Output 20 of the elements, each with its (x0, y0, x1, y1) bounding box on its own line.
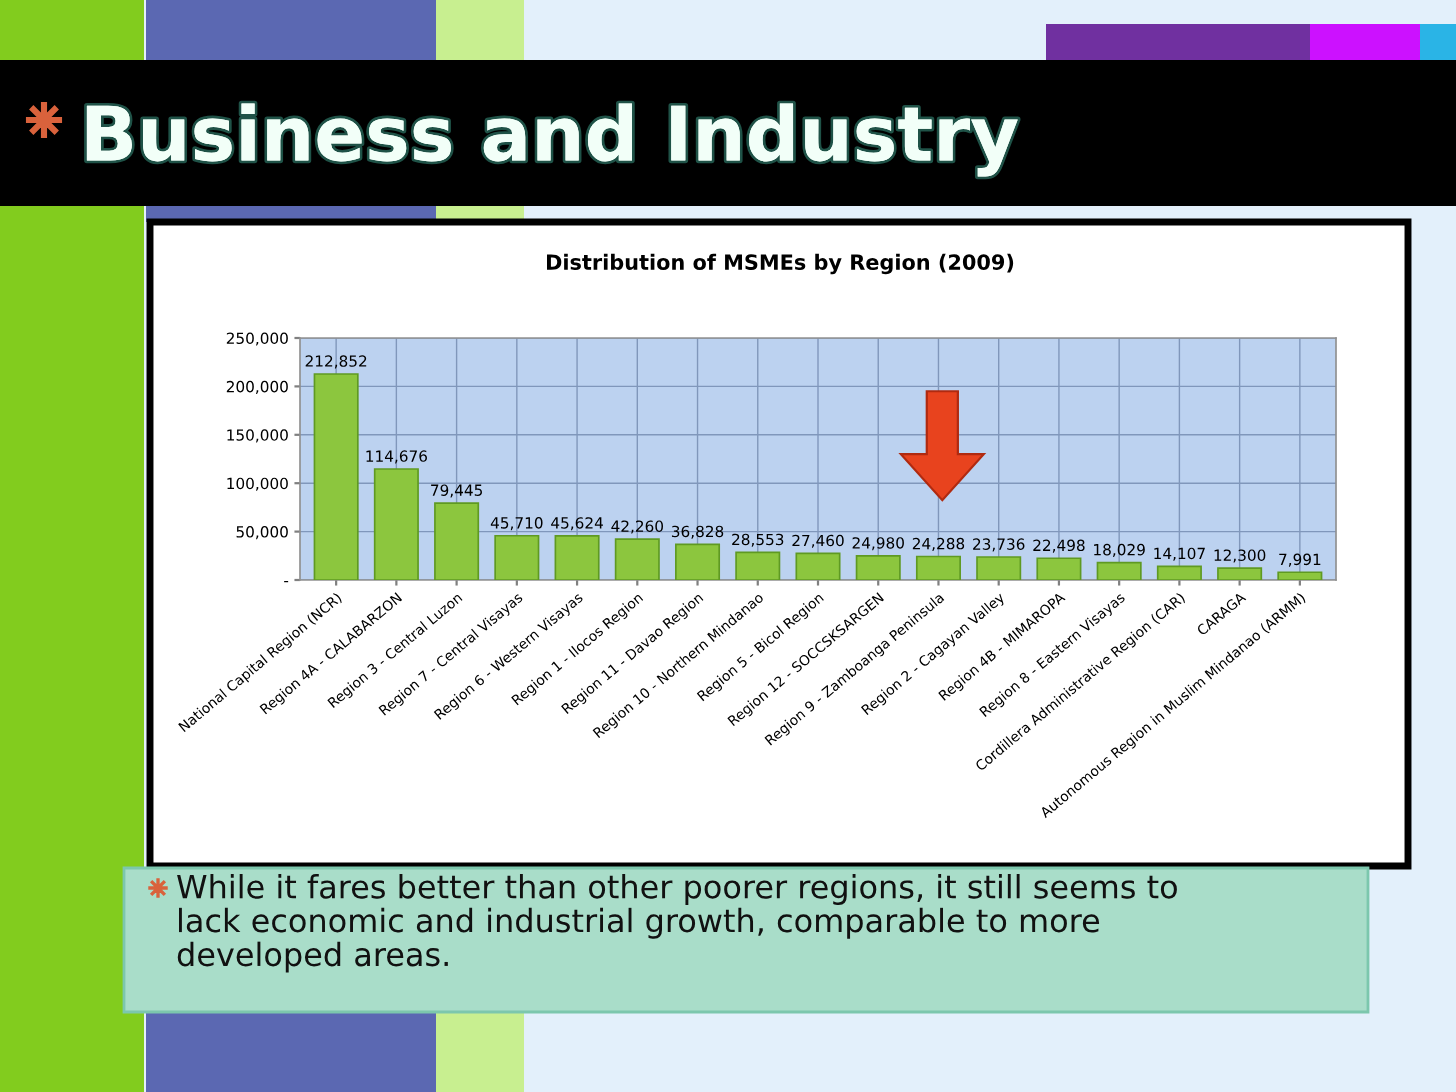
chart-subtitle: Distribution of MSMEs by Region (2009) (547, 253, 1014, 275)
bar (1036, 557, 1082, 580)
bar (976, 556, 1022, 580)
bar (1277, 571, 1323, 580)
bar (614, 538, 660, 580)
bar (855, 554, 901, 580)
bar (675, 543, 721, 580)
bar (735, 551, 781, 580)
bar (494, 534, 540, 580)
text: While it fares better than other poorer regions, it still seems to lack economic and industrial growth, comparable to more developed areas. (177, 874, 1177, 973)
bar (1217, 567, 1263, 580)
bar (434, 502, 480, 580)
bar (313, 373, 359, 580)
bar (1096, 561, 1142, 580)
chart-title: Business and Industry (86, 103, 1018, 177)
bar (915, 555, 961, 580)
bar (554, 535, 600, 580)
bar (1156, 565, 1202, 580)
bar (795, 552, 841, 580)
bar (373, 468, 419, 580)
